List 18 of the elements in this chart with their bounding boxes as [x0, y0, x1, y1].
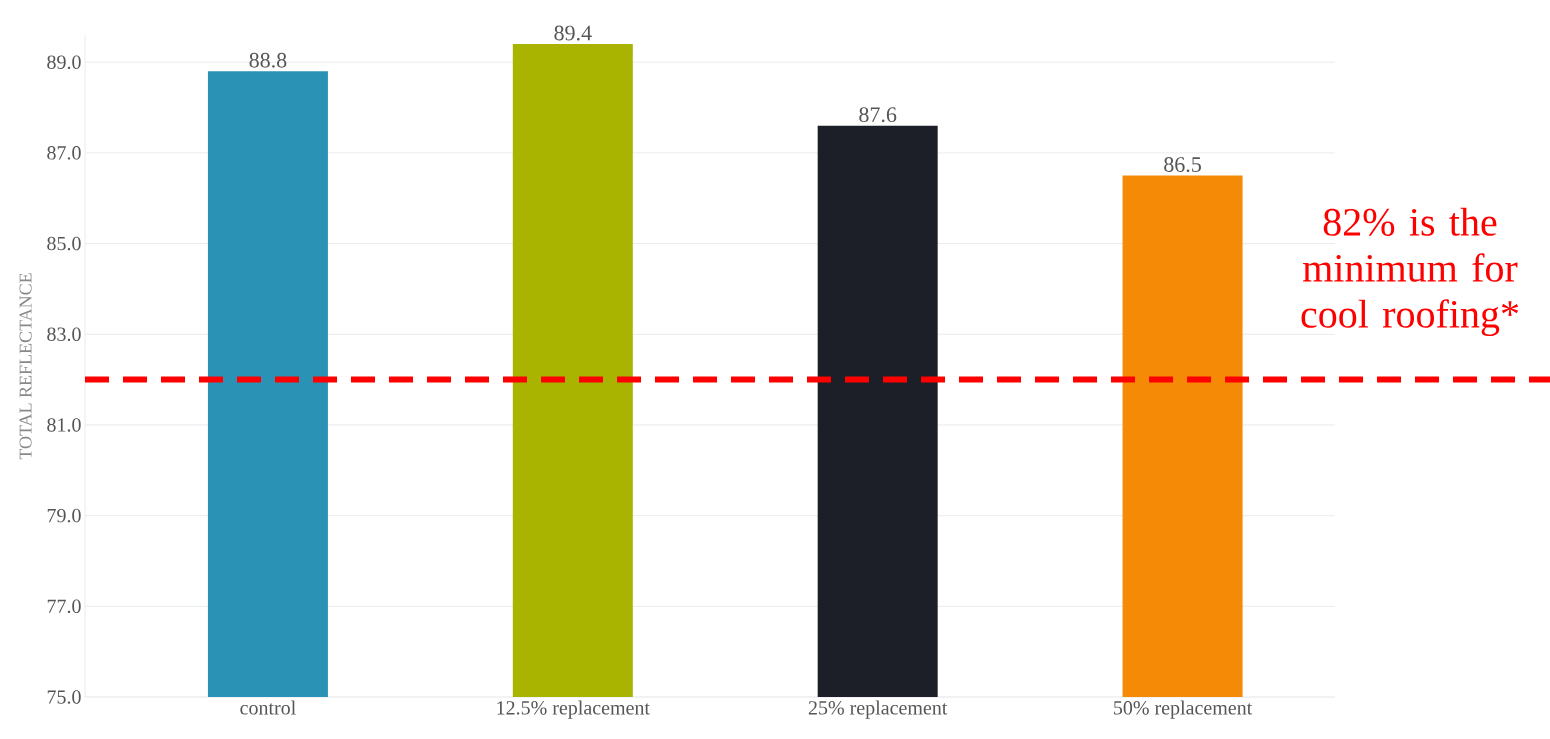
y-tick-label: 87.0	[47, 146, 81, 160]
data-label: 87.6	[859, 107, 897, 123]
data-label: 89.4	[554, 25, 592, 41]
y-tick-label: 89.0	[47, 55, 81, 69]
y-tick-label: 75.0	[47, 690, 81, 704]
y-tick-label: 81.0	[47, 418, 81, 432]
data-label: 88.8	[249, 52, 287, 68]
y-tick-label: 77.0	[47, 599, 81, 614]
data-label: 86.5	[1164, 157, 1201, 173]
ref-line-label: 82% is the minimum for cool roofing*	[1301, 207, 1519, 337]
y-axis-title: TOTAL REFLECTANCE	[19, 273, 32, 460]
y-tick-label: 83.0	[47, 327, 81, 342]
y-tick-label: 79.0	[47, 508, 81, 523]
x-tick-label: control	[240, 700, 296, 715]
y-tick-label: 85.0	[47, 236, 81, 251]
x-tick-label: 50% replacement	[1114, 700, 1253, 719]
x-tick-label: 12.5% replacement	[497, 700, 650, 719]
x-tick-label: 25% replacement	[808, 700, 948, 719]
